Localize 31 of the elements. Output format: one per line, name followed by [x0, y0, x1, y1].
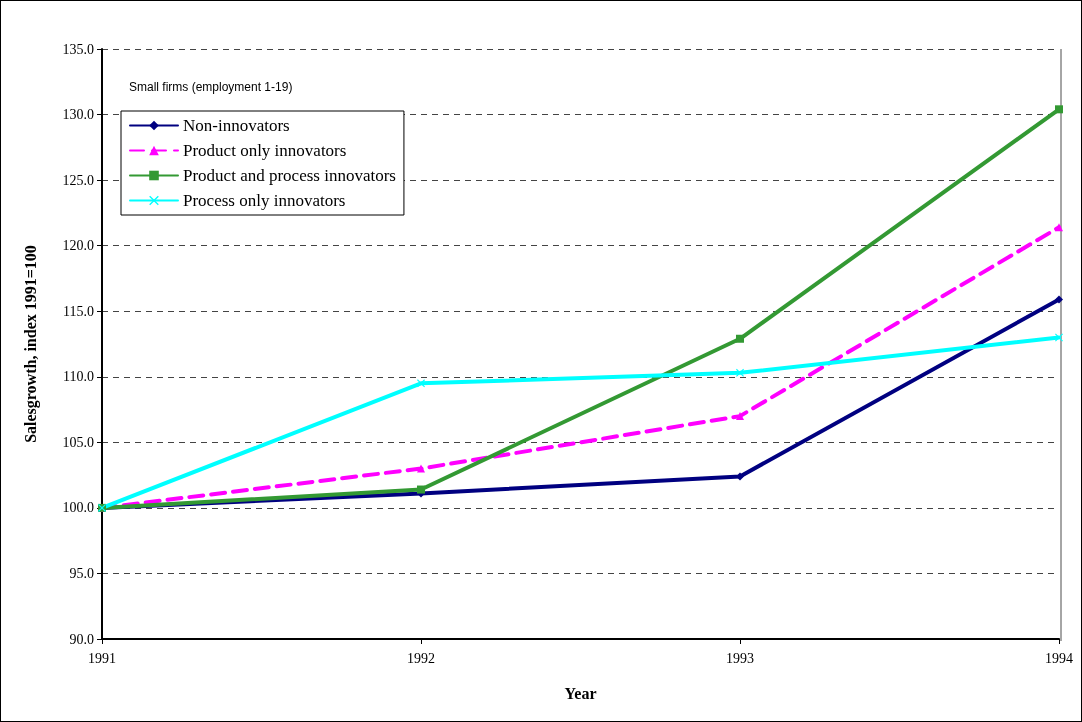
- legend-label: Non-innovators: [183, 116, 290, 135]
- x-tick-label: 1993: [726, 650, 754, 666]
- y-tick-label: 115.0: [63, 303, 94, 319]
- y-tick-label: 95.0: [69, 565, 94, 581]
- y-tick-label: 100.0: [62, 500, 94, 516]
- point: [417, 464, 425, 473]
- x-tick-label: 1994: [1045, 650, 1073, 666]
- legend-label: Product and process innovators: [183, 166, 396, 185]
- x-tick-label: 1991: [88, 650, 116, 666]
- y-tick-label: 135.0: [62, 41, 94, 57]
- point: [736, 472, 744, 481]
- y-tick-label: 105.0: [62, 434, 94, 450]
- point: [1055, 295, 1063, 304]
- point: [417, 485, 425, 494]
- y-axis-title: Salesgrowth, index 1991=100: [21, 245, 40, 443]
- annotation: Small firms (employment 1-19): [129, 80, 293, 94]
- y-tick-label: 90.0: [69, 631, 94, 647]
- y-tick-label: 130.0: [62, 107, 94, 123]
- legend-label: Process only innovators: [183, 191, 346, 210]
- x-axis-title: Year: [564, 684, 597, 702]
- point: [1055, 105, 1063, 114]
- point: [736, 334, 744, 343]
- x-tick-label: 1992: [407, 650, 435, 666]
- point: [417, 379, 425, 388]
- y-tick-label: 120.0: [62, 238, 94, 254]
- legend-label: Product only innovators: [183, 141, 347, 160]
- y-tick-label: 110.0: [63, 369, 94, 385]
- point: [1055, 223, 1063, 232]
- point: [1055, 333, 1063, 342]
- point: [736, 412, 744, 421]
- y-tick-label: 125.0: [62, 172, 94, 188]
